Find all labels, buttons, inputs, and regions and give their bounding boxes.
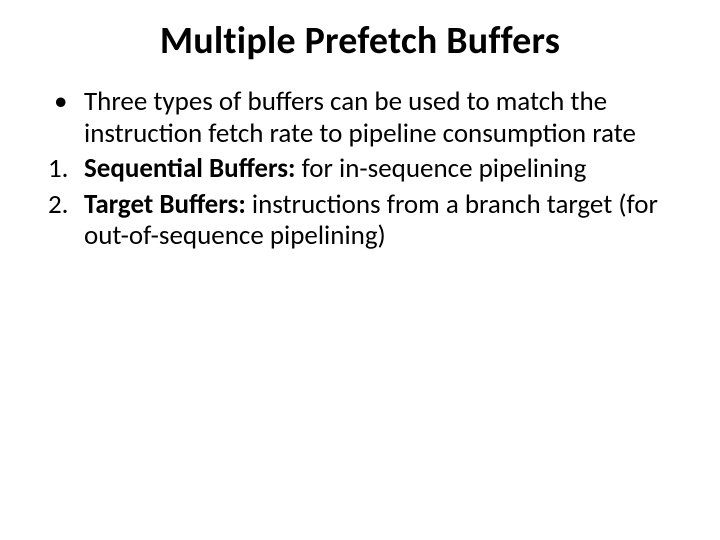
plain-text: for in-sequence pipelining <box>302 152 587 185</box>
bold-label: Sequential Buffers: <box>84 152 302 185</box>
bullet-text: Three types of buffers can be used to ma… <box>84 86 672 149</box>
slide-title: Multiple Prefetch Buffers <box>48 18 672 64</box>
slide-body: • Three types of buffers can be used to … <box>48 86 672 252</box>
list-item-text: Target Buffers: instructions from a bran… <box>84 189 672 252</box>
slide: Multiple Prefetch Buffers • Three types … <box>0 0 720 540</box>
number-marker: 1. <box>48 153 84 185</box>
list-item: 2. Target Buffers: instructions from a b… <box>48 189 672 252</box>
list-item: • Three types of buffers can be used to … <box>48 86 672 149</box>
list-item: 1. Sequential Buffers: for in-sequence p… <box>48 153 672 185</box>
number-marker: 2. <box>48 189 84 252</box>
bullet-marker: • <box>48 86 84 149</box>
list-item-text: Sequential Buffers: for in-sequence pipe… <box>84 153 672 185</box>
bold-label: Target Buffers: <box>84 188 252 221</box>
